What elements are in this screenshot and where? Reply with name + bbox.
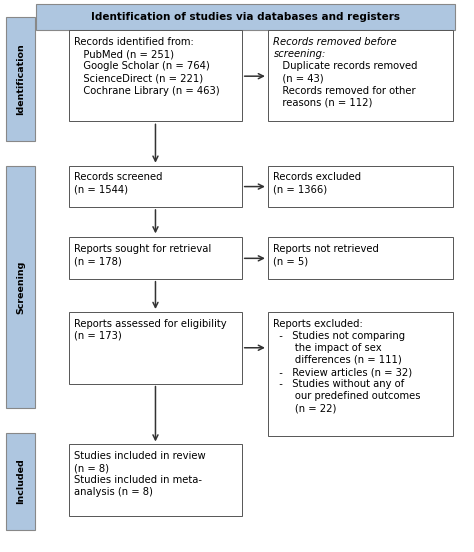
Text: -   Studies without any of: - Studies without any of (273, 379, 405, 389)
FancyBboxPatch shape (268, 237, 453, 279)
Text: Reports sought for retrieval: Reports sought for retrieval (74, 244, 212, 254)
Text: (n = 178): (n = 178) (74, 256, 122, 266)
FancyBboxPatch shape (36, 4, 455, 30)
Text: Reports not retrieved: Reports not retrieved (273, 244, 379, 254)
FancyBboxPatch shape (69, 312, 242, 384)
Text: the impact of sex: the impact of sex (273, 343, 382, 353)
FancyBboxPatch shape (69, 237, 242, 279)
Text: (n = 1544): (n = 1544) (74, 184, 128, 194)
FancyBboxPatch shape (6, 17, 35, 141)
Text: (n = 173): (n = 173) (74, 331, 122, 341)
Text: Included: Included (16, 459, 25, 505)
Text: reasons (n = 112): reasons (n = 112) (273, 98, 373, 108)
FancyBboxPatch shape (6, 433, 35, 530)
Text: (n = 1366): (n = 1366) (273, 184, 328, 194)
FancyBboxPatch shape (69, 30, 242, 121)
Text: Records removed for other: Records removed for other (273, 86, 416, 95)
Text: (n = 43): (n = 43) (273, 73, 324, 83)
Text: Google Scholar (n = 764): Google Scholar (n = 764) (74, 61, 210, 71)
Text: Screening: Screening (16, 261, 25, 314)
Text: Records screened: Records screened (74, 172, 163, 182)
Text: (n = 8): (n = 8) (74, 463, 109, 473)
Text: Records removed before: Records removed before (273, 37, 397, 47)
Text: Studies included in meta-: Studies included in meta- (74, 475, 202, 485)
Text: analysis (n = 8): analysis (n = 8) (74, 487, 153, 497)
FancyBboxPatch shape (69, 166, 242, 207)
Text: Records identified from:: Records identified from: (74, 37, 194, 47)
FancyBboxPatch shape (268, 30, 453, 121)
Text: Records excluded: Records excluded (273, 172, 362, 182)
FancyBboxPatch shape (268, 312, 453, 436)
Text: Identification: Identification (16, 43, 25, 114)
Text: (n = 5): (n = 5) (273, 256, 309, 266)
Text: (n = 22): (n = 22) (273, 404, 337, 413)
Text: -   Studies not comparing: - Studies not comparing (273, 331, 406, 341)
FancyBboxPatch shape (69, 444, 242, 516)
Text: Cochrane Library (n = 463): Cochrane Library (n = 463) (74, 86, 220, 95)
Text: Reports excluded:: Reports excluded: (273, 319, 363, 328)
Text: PubMed (n = 251): PubMed (n = 251) (74, 49, 174, 59)
Text: Reports assessed for eligibility: Reports assessed for eligibility (74, 319, 227, 328)
Text: -   Review articles (n = 32): - Review articles (n = 32) (273, 367, 413, 377)
Text: Duplicate records removed: Duplicate records removed (273, 61, 418, 71)
FancyBboxPatch shape (268, 166, 453, 207)
Text: Identification of studies via databases and registers: Identification of studies via databases … (91, 12, 400, 22)
Text: ScienceDirect (n = 221): ScienceDirect (n = 221) (74, 73, 203, 83)
Text: our predefined outcomes: our predefined outcomes (273, 391, 421, 401)
Text: differences (n = 111): differences (n = 111) (273, 355, 402, 365)
Text: screening:: screening: (273, 49, 326, 59)
FancyBboxPatch shape (6, 166, 35, 408)
Text: Studies included in review: Studies included in review (74, 451, 206, 461)
